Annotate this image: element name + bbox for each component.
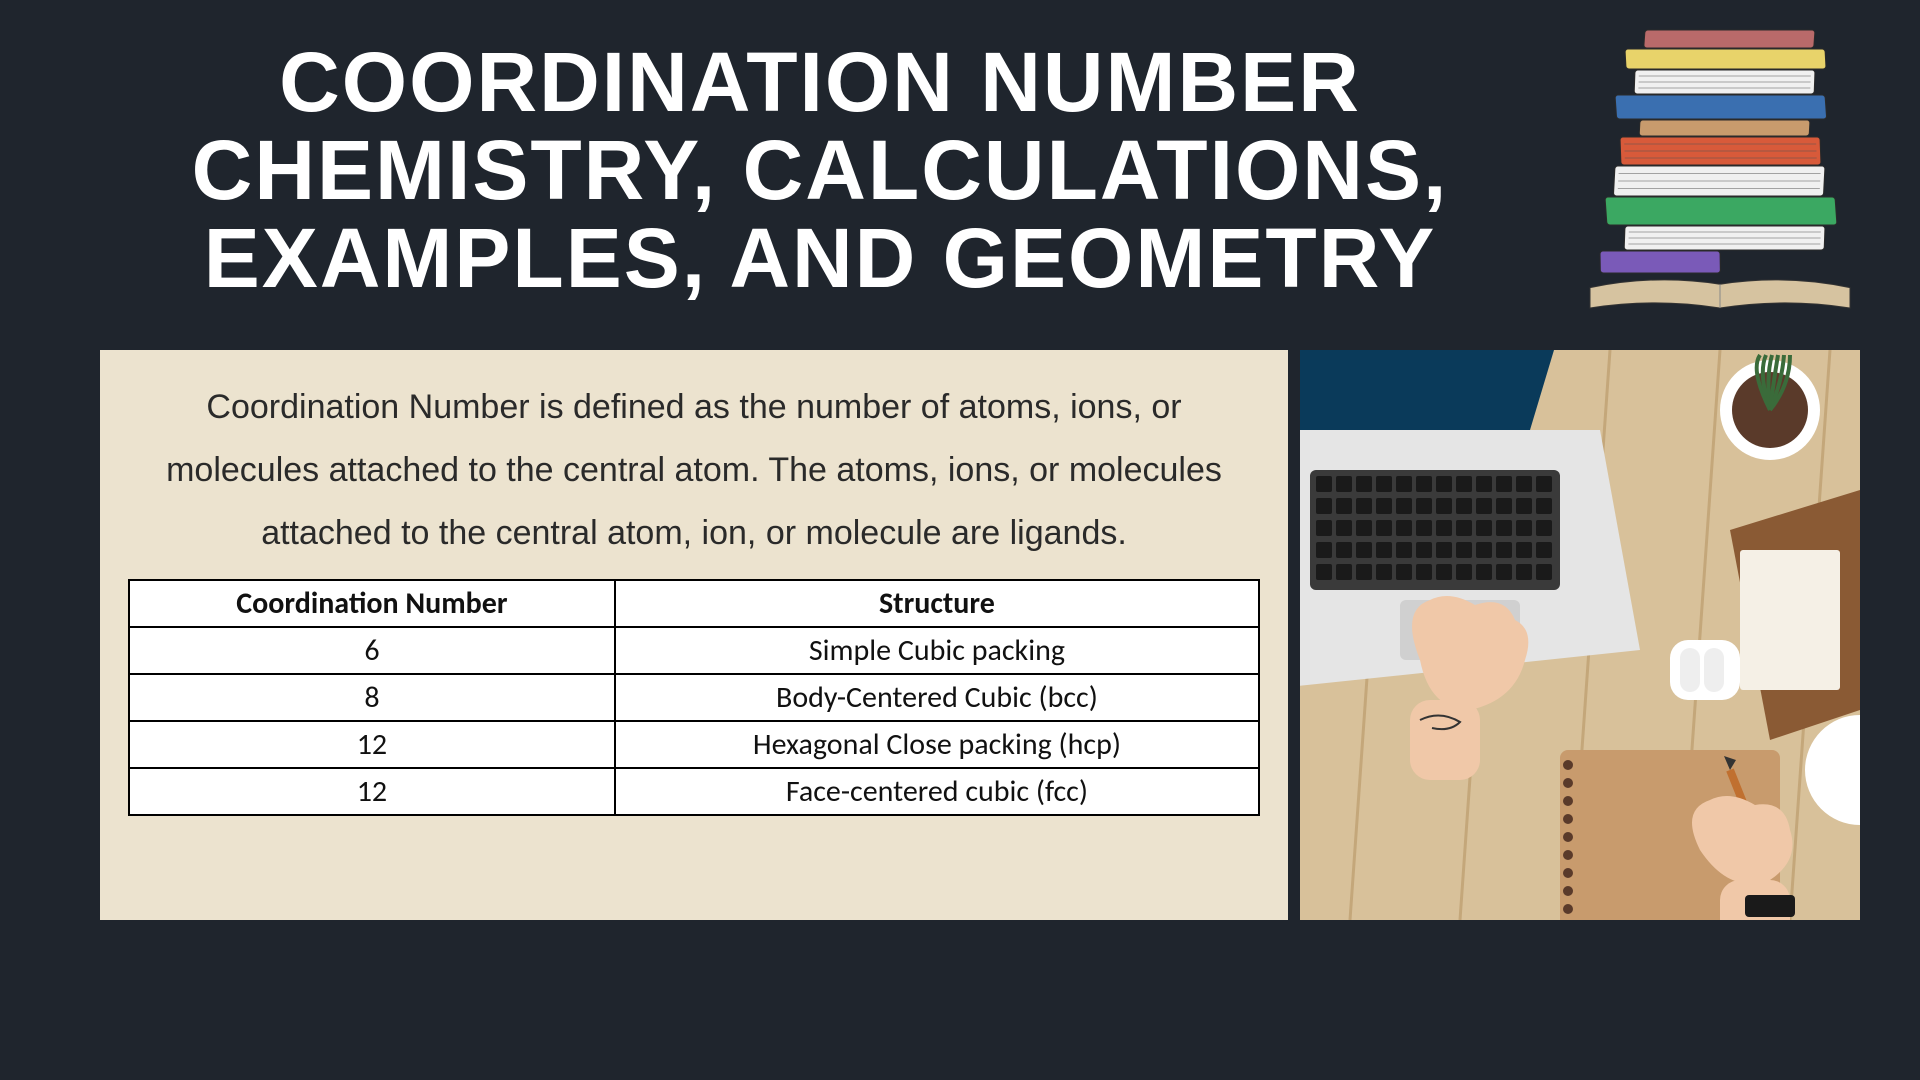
- table-cell: Body-Centered Cubic (bcc): [615, 674, 1259, 721]
- book-stack-illustration: [1580, 20, 1860, 320]
- table-row: 6Simple Cubic packing: [129, 627, 1259, 674]
- info-panel: Coordination Number is defined as the nu…: [100, 350, 1288, 920]
- table-cell: 6: [129, 627, 615, 674]
- table-cell: 12: [129, 721, 615, 768]
- table-cell: Hexagonal Close packing (hcp): [615, 721, 1259, 768]
- table-header: Coordination Number: [129, 580, 615, 627]
- page-title: COORDINATION NUMBER CHEMISTRY, CALCULATI…: [60, 38, 1580, 303]
- coordination-table: Coordination NumberStructure 6Simple Cub…: [128, 579, 1260, 816]
- table-row: 12Hexagonal Close packing (hcp): [129, 721, 1259, 768]
- table-cell: 12: [129, 768, 615, 815]
- table-cell: Face-centered cubic (fcc): [615, 768, 1259, 815]
- table-row: 12Face-centered cubic (fcc): [129, 768, 1259, 815]
- table-header: Structure: [615, 580, 1259, 627]
- table-cell: 8: [129, 674, 615, 721]
- table-cell: Simple Cubic packing: [615, 627, 1259, 674]
- study-photo: [1300, 350, 1860, 920]
- definition-text: Coordination Number is defined as the nu…: [128, 368, 1260, 579]
- table-row: 8Body-Centered Cubic (bcc): [129, 674, 1259, 721]
